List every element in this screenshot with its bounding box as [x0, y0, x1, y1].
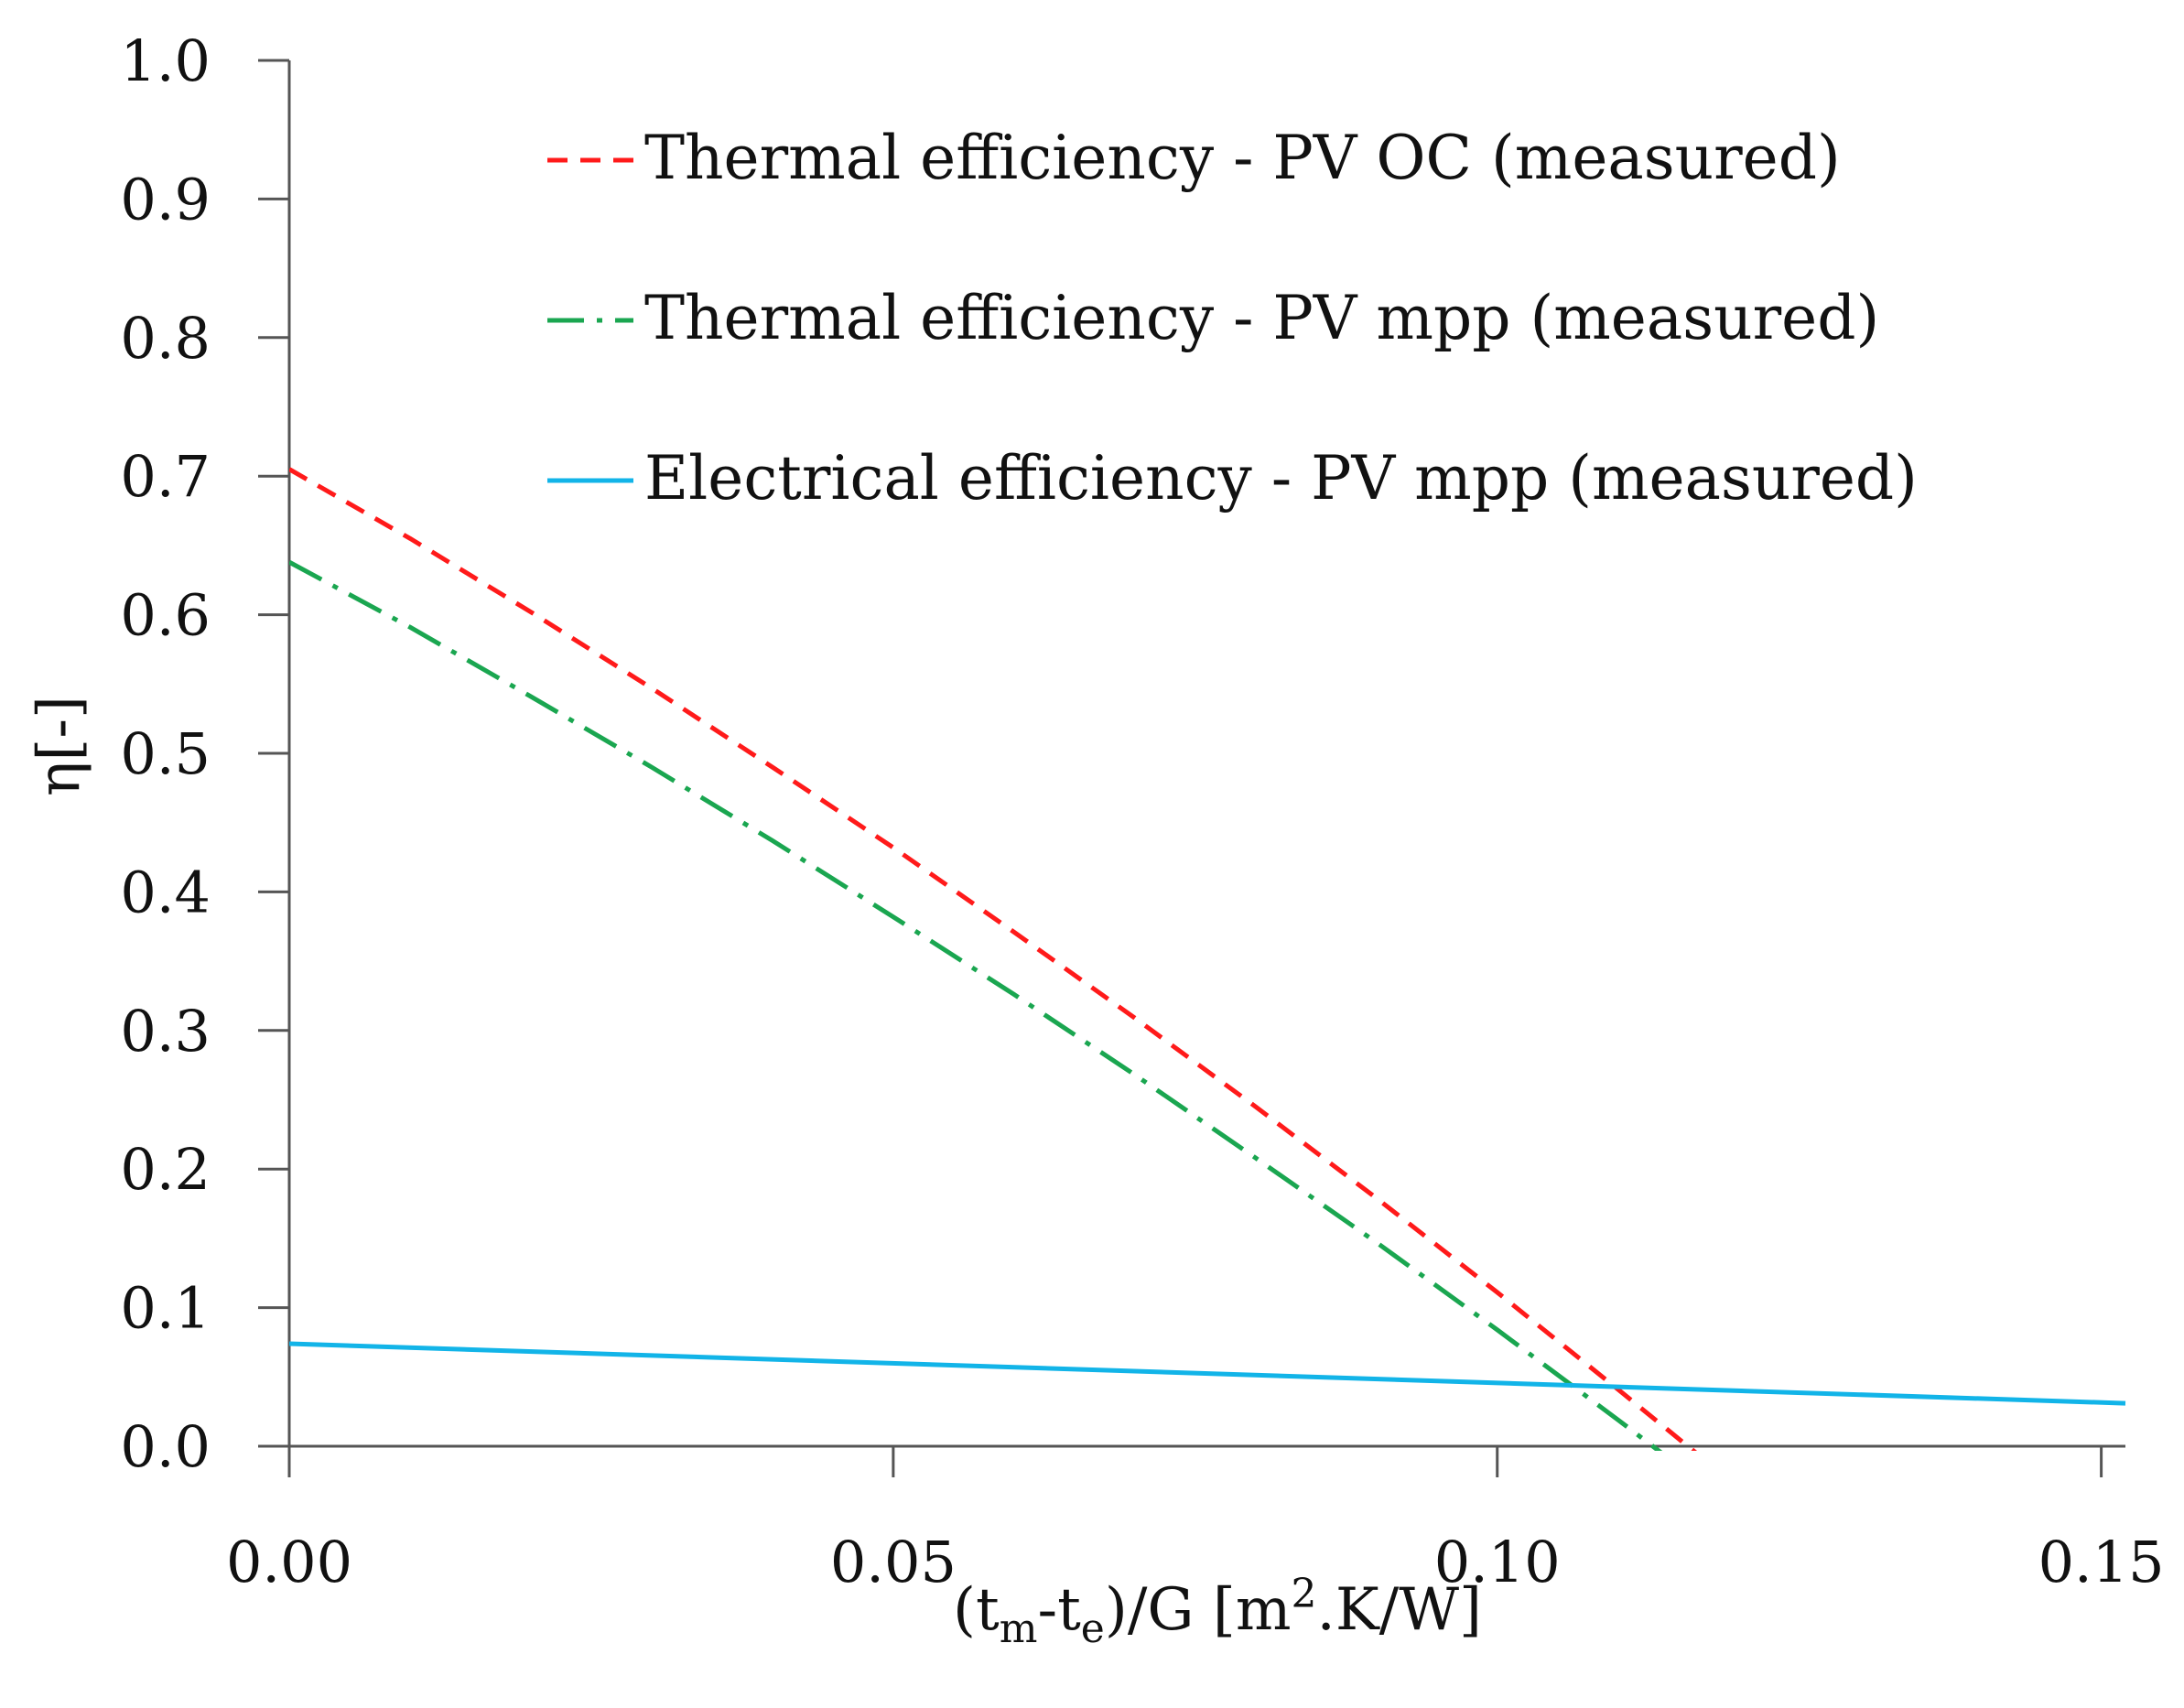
- y-tick-label: 0.2: [120, 1136, 211, 1203]
- series-layer: [289, 467, 2126, 1451]
- x-tick-label: 0.05: [830, 1529, 957, 1595]
- y-tick-label: 0.9: [120, 166, 211, 232]
- x-axis-title-mid: -t: [1037, 1576, 1081, 1644]
- x-axis-ticks: 0.00 0.05 0.10 0.15: [226, 1446, 2165, 1595]
- series-line-3: [289, 1341, 2126, 1406]
- series-line-2: [289, 559, 1663, 1451]
- y-tick-label: 0.5: [120, 720, 211, 787]
- x-axis-title-open: (t: [953, 1576, 1000, 1644]
- y-tick-label: 0.4: [120, 859, 211, 925]
- y-tick-label: 1.0: [120, 27, 211, 94]
- x-axis-title-close: )/G [m: [1105, 1576, 1292, 1644]
- x-tick-label: 0.10: [1434, 1529, 1561, 1595]
- y-tick-label: 0.0: [120, 1413, 211, 1480]
- legend-label-2: Thermal efficiency - PV mpp (measured): [644, 283, 1879, 353]
- legend-label-3: Electrical efficiency - PV mpp (measured…: [644, 443, 1918, 513]
- y-tick-label: 0.1: [120, 1275, 211, 1342]
- series-line-1: [289, 467, 1698, 1451]
- y-axis-title: η[-]: [26, 696, 93, 796]
- y-tick-label: 0.6: [120, 582, 211, 649]
- legend: Thermal efficiency - PV OC (measured) The…: [547, 123, 1918, 513]
- y-tick-label: 0.7: [120, 443, 211, 510]
- legend-label-1: Thermal efficiency - PV OC (measured): [644, 123, 1841, 193]
- x-tick-label: 0.15: [2038, 1529, 2165, 1595]
- x-axis-title-sup-2: 2: [1292, 1571, 1317, 1617]
- y-tick-label: 0.8: [120, 305, 211, 372]
- x-axis-title-sub-m: m: [1000, 1605, 1038, 1652]
- x-axis-title-end: .K/W]: [1317, 1576, 1482, 1644]
- x-axis-title: (tm-te)/G [m2.K/W]: [953, 1571, 1482, 1652]
- x-axis-title-sub-e: e: [1081, 1605, 1105, 1652]
- x-tick-label: 0.00: [226, 1529, 352, 1595]
- y-axis-ticks: 0.0 0.1 0.2 0.3 0.4 0.5 0.6 0.7 0.8 0.9 1.0: [120, 27, 289, 1480]
- y-tick-label: 0.3: [120, 998, 211, 1065]
